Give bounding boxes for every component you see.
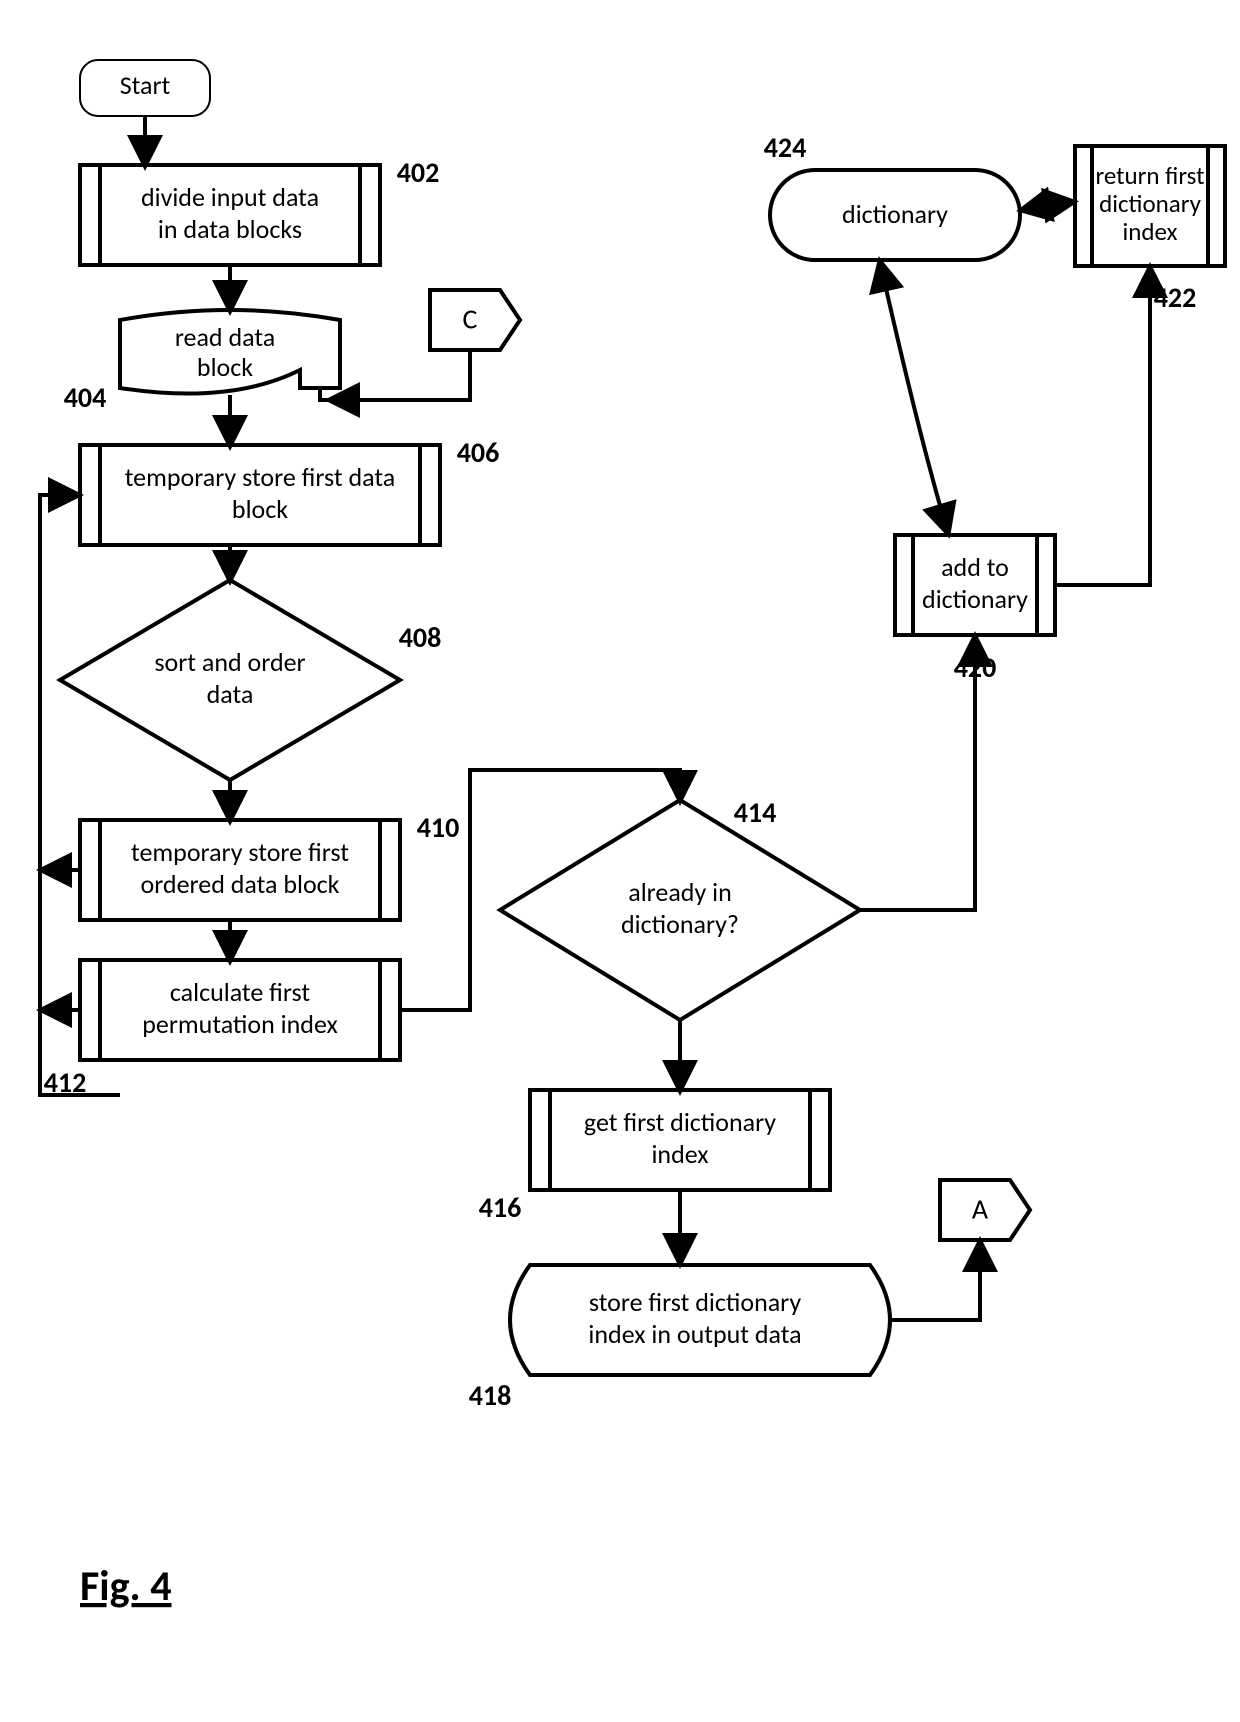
svg-text:block: block <box>197 351 253 383</box>
svg-text:C: C <box>463 302 478 337</box>
node-412: calculate first permutation index <box>80 960 400 1060</box>
svg-text:temporary store first data: temporary store first data <box>125 461 395 493</box>
svg-text:data: data <box>207 678 254 710</box>
node-422: return first dictionary index <box>1075 146 1225 266</box>
ref-410: 410 <box>417 810 460 845</box>
svg-text:read data: read data <box>175 321 275 353</box>
connector-a: A <box>940 1180 1030 1240</box>
figure-caption: Fig. 4 <box>80 1561 172 1612</box>
svg-text:dictionary: dictionary <box>1099 188 1202 219</box>
ref-418: 418 <box>469 1378 512 1413</box>
ref-406: 406 <box>457 435 500 470</box>
edge-c-404-路 <box>320 350 470 400</box>
edge-420-422 <box>1055 268 1150 585</box>
svg-text:index: index <box>1123 216 1178 247</box>
ref-404: 404 <box>64 380 107 415</box>
node-416: get first dictionary index <box>530 1090 830 1190</box>
node-418: store first dictionary index in output d… <box>510 1265 890 1375</box>
connector-c: C <box>430 290 520 350</box>
node-404: read data block <box>120 310 340 394</box>
svg-text:ordered data block: ordered data block <box>141 868 340 900</box>
svg-text:index in output data: index in output data <box>588 1318 801 1350</box>
ref-402: 402 <box>397 155 440 190</box>
ref-422: 422 <box>1154 280 1197 315</box>
svg-text:sort and order: sort and order <box>154 646 305 678</box>
edge-422-424 <box>1022 202 1073 210</box>
svg-text:block: block <box>232 493 288 525</box>
svg-text:already in: already in <box>628 876 731 908</box>
ref-414: 414 <box>734 795 777 830</box>
svg-text:get first dictionary: get first dictionary <box>584 1106 776 1138</box>
svg-text:in data blocks: in data blocks <box>158 213 302 245</box>
svg-text:return first: return first <box>1095 160 1204 191</box>
node-408: sort and order data <box>60 580 400 780</box>
node-402: divide input data in data blocks <box>80 165 380 265</box>
edge-420-424 <box>880 262 948 533</box>
svg-text:dictionary?: dictionary? <box>621 908 739 940</box>
svg-text:index: index <box>651 1138 708 1170</box>
node-420: add to dictionary <box>895 535 1055 635</box>
svg-text:A: A <box>972 1192 989 1227</box>
edge-418-a <box>892 1242 980 1320</box>
svg-text:calculate first: calculate first <box>170 976 311 1008</box>
svg-text:temporary store first: temporary store first <box>131 836 349 868</box>
node-424: dictionary <box>770 170 1020 260</box>
svg-text:store first dictionary: store first dictionary <box>589 1286 802 1318</box>
ref-408: 408 <box>399 620 442 655</box>
svg-text:permutation index: permutation index <box>142 1008 338 1040</box>
ref-424: 424 <box>764 130 807 165</box>
svg-text:add to: add to <box>941 551 1009 583</box>
svg-text:dictionary: dictionary <box>842 198 948 230</box>
svg-text:divide input data: divide input data <box>141 181 319 213</box>
node-410: temporary store first ordered data block <box>80 820 400 920</box>
ref-416: 416 <box>479 1190 522 1225</box>
svg-text:dictionary: dictionary <box>922 583 1028 615</box>
node-414: already in dictionary? <box>500 800 860 1020</box>
node-406: temporary store first data block <box>80 445 440 545</box>
start-label: Start <box>120 69 171 101</box>
